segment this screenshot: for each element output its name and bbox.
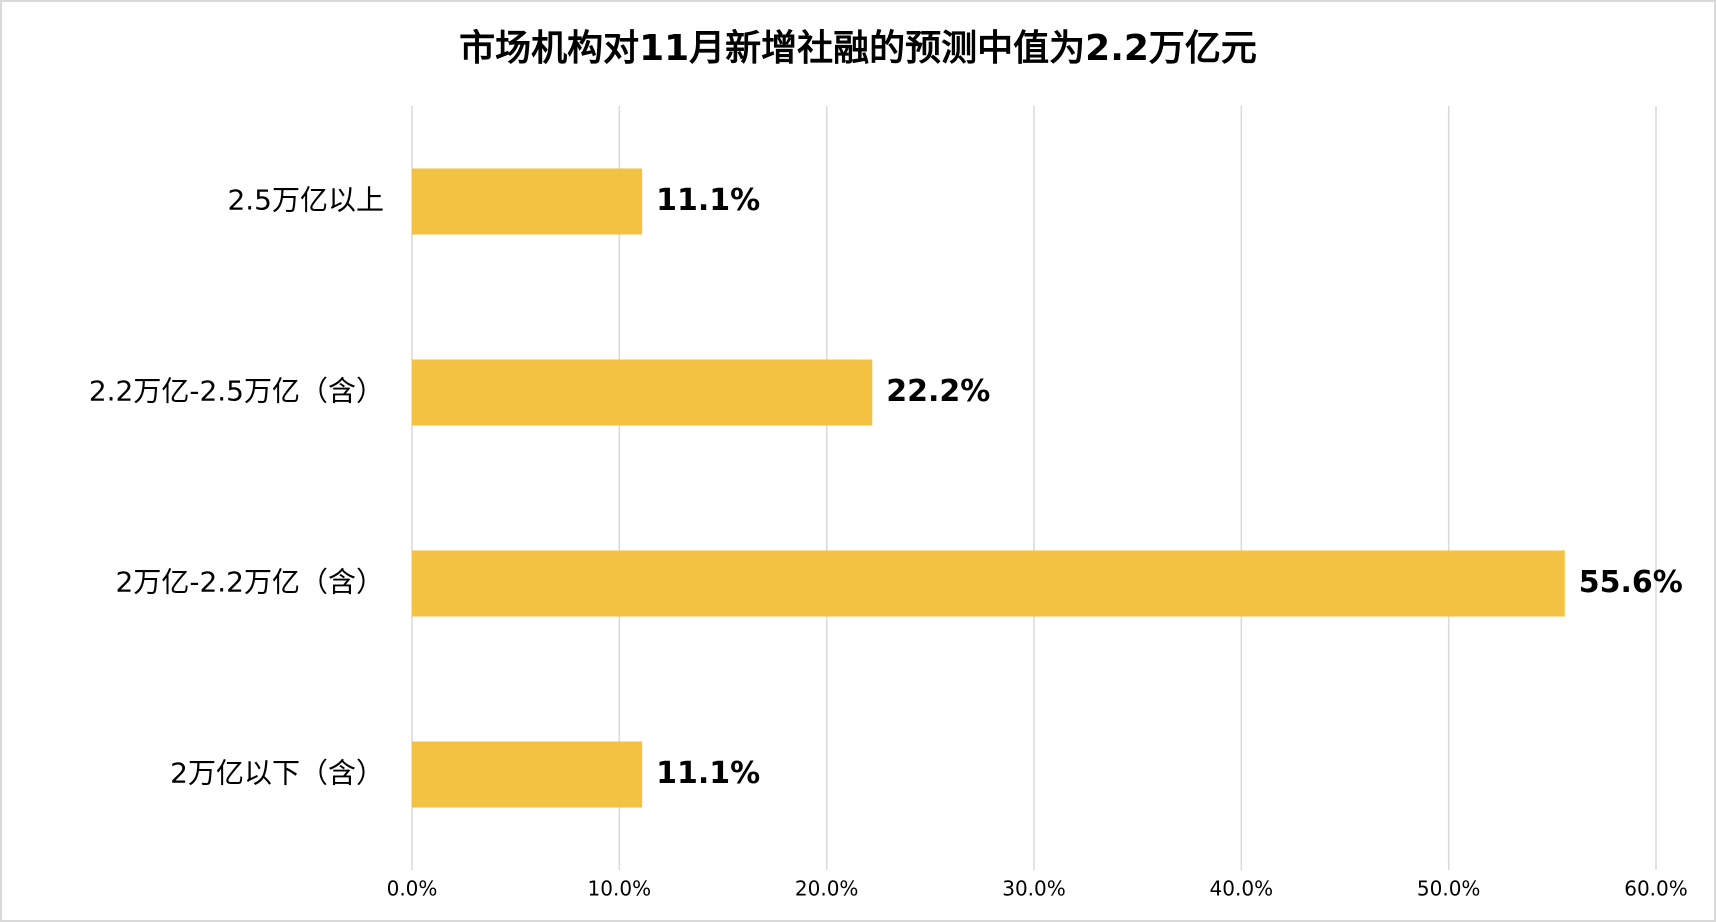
bar [412, 550, 1565, 617]
x-tick-label: 10.0% [588, 877, 652, 901]
x-tick-label: 20.0% [795, 877, 859, 901]
y-tick-label: 2万亿-2.2万亿（含） [116, 566, 384, 599]
x-tick-label: 50.0% [1417, 877, 1481, 901]
x-tick-label: 30.0% [1002, 877, 1066, 901]
bar [412, 741, 643, 808]
x-tick-label: 40.0% [1210, 877, 1274, 901]
x-tick-label: 60.0% [1624, 877, 1688, 901]
bar [412, 359, 873, 426]
y-tick-label: 2.2万亿-2.5万亿（含） [89, 375, 384, 408]
data-label: 22.2% [886, 374, 990, 409]
x-tick-label: 0.0% [387, 877, 438, 901]
data-label: 55.6% [1579, 565, 1683, 600]
y-tick-label: 2万亿以下（含） [170, 757, 384, 790]
y-tick-label: 2.5万亿以上 [227, 184, 384, 217]
data-label: 11.1% [656, 756, 760, 791]
chart-title: 市场机构对11月新增社融的预测中值为2.2万亿元 [459, 28, 1257, 69]
bar [412, 168, 643, 235]
data-label: 11.1% [656, 183, 760, 218]
